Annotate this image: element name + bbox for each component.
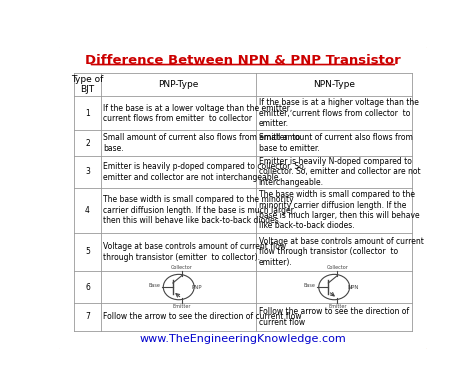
Text: Base: Base (148, 283, 160, 288)
Text: Collector: Collector (326, 265, 348, 270)
Text: Difference Between NPN & PNP Transistor: Difference Between NPN & PNP Transistor (85, 54, 401, 67)
Text: 7: 7 (85, 312, 90, 321)
FancyBboxPatch shape (55, 44, 430, 352)
Text: Base: Base (304, 283, 316, 288)
Text: The base width is small compared to the
minority carrier diffusion length. If th: The base width is small compared to the … (259, 190, 419, 230)
Text: Voltage at base controls amount of current
flow through transistor (collector  t: Voltage at base controls amount of curre… (259, 237, 424, 267)
Text: Emitter is heavily N-doped compared to
collector. So, emitter and collector are : Emitter is heavily N-doped compared to c… (259, 157, 420, 187)
Text: 6: 6 (85, 283, 90, 292)
Text: Voltage at base controls amount of current flow
through transistor (emitter  to : Voltage at base controls amount of curre… (103, 242, 286, 261)
Text: PNP: PNP (192, 285, 202, 290)
Text: Follow the arrow to see the direction of current flow: Follow the arrow to see the direction of… (103, 312, 302, 321)
Text: Emitter: Emitter (328, 304, 346, 309)
Text: Follow the arrow to see the direction of
current flow: Follow the arrow to see the direction of… (259, 307, 409, 327)
Text: Small amount of current also flows from emitter  to
base.: Small amount of current also flows from … (103, 133, 301, 153)
Text: NPN-Type: NPN-Type (313, 80, 355, 89)
Text: Emitter is heavily p-doped compared to collector. So,
emitter and collector are : Emitter is heavily p-doped compared to c… (103, 162, 306, 181)
Text: If the base is at a higher voltage than the
emitter, current flows from collecto: If the base is at a higher voltage than … (259, 98, 419, 128)
Text: 3: 3 (85, 167, 90, 176)
Text: 1: 1 (85, 109, 90, 118)
Text: www.TheEngineeringKnowledge.com: www.TheEngineeringKnowledge.com (139, 334, 346, 344)
Text: The base width is small compared to the minority
carrier diffusion length. If th: The base width is small compared to the … (103, 195, 296, 225)
Text: NPN: NPN (347, 285, 359, 290)
Text: 2: 2 (85, 139, 90, 147)
Text: Collector: Collector (171, 265, 193, 270)
Text: If the base is at a lower voltage than the emitter,
current flows from emitter  : If the base is at a lower voltage than t… (103, 103, 292, 123)
Text: Emitter: Emitter (173, 304, 191, 309)
Text: 4: 4 (85, 206, 90, 215)
Text: PNP-Type: PNP-Type (158, 80, 199, 89)
Text: Type of
BJT: Type of BJT (71, 75, 104, 94)
Text: 5: 5 (85, 247, 90, 256)
Text: Small amount of current also flows from
base to emitter.: Small amount of current also flows from … (259, 133, 412, 153)
